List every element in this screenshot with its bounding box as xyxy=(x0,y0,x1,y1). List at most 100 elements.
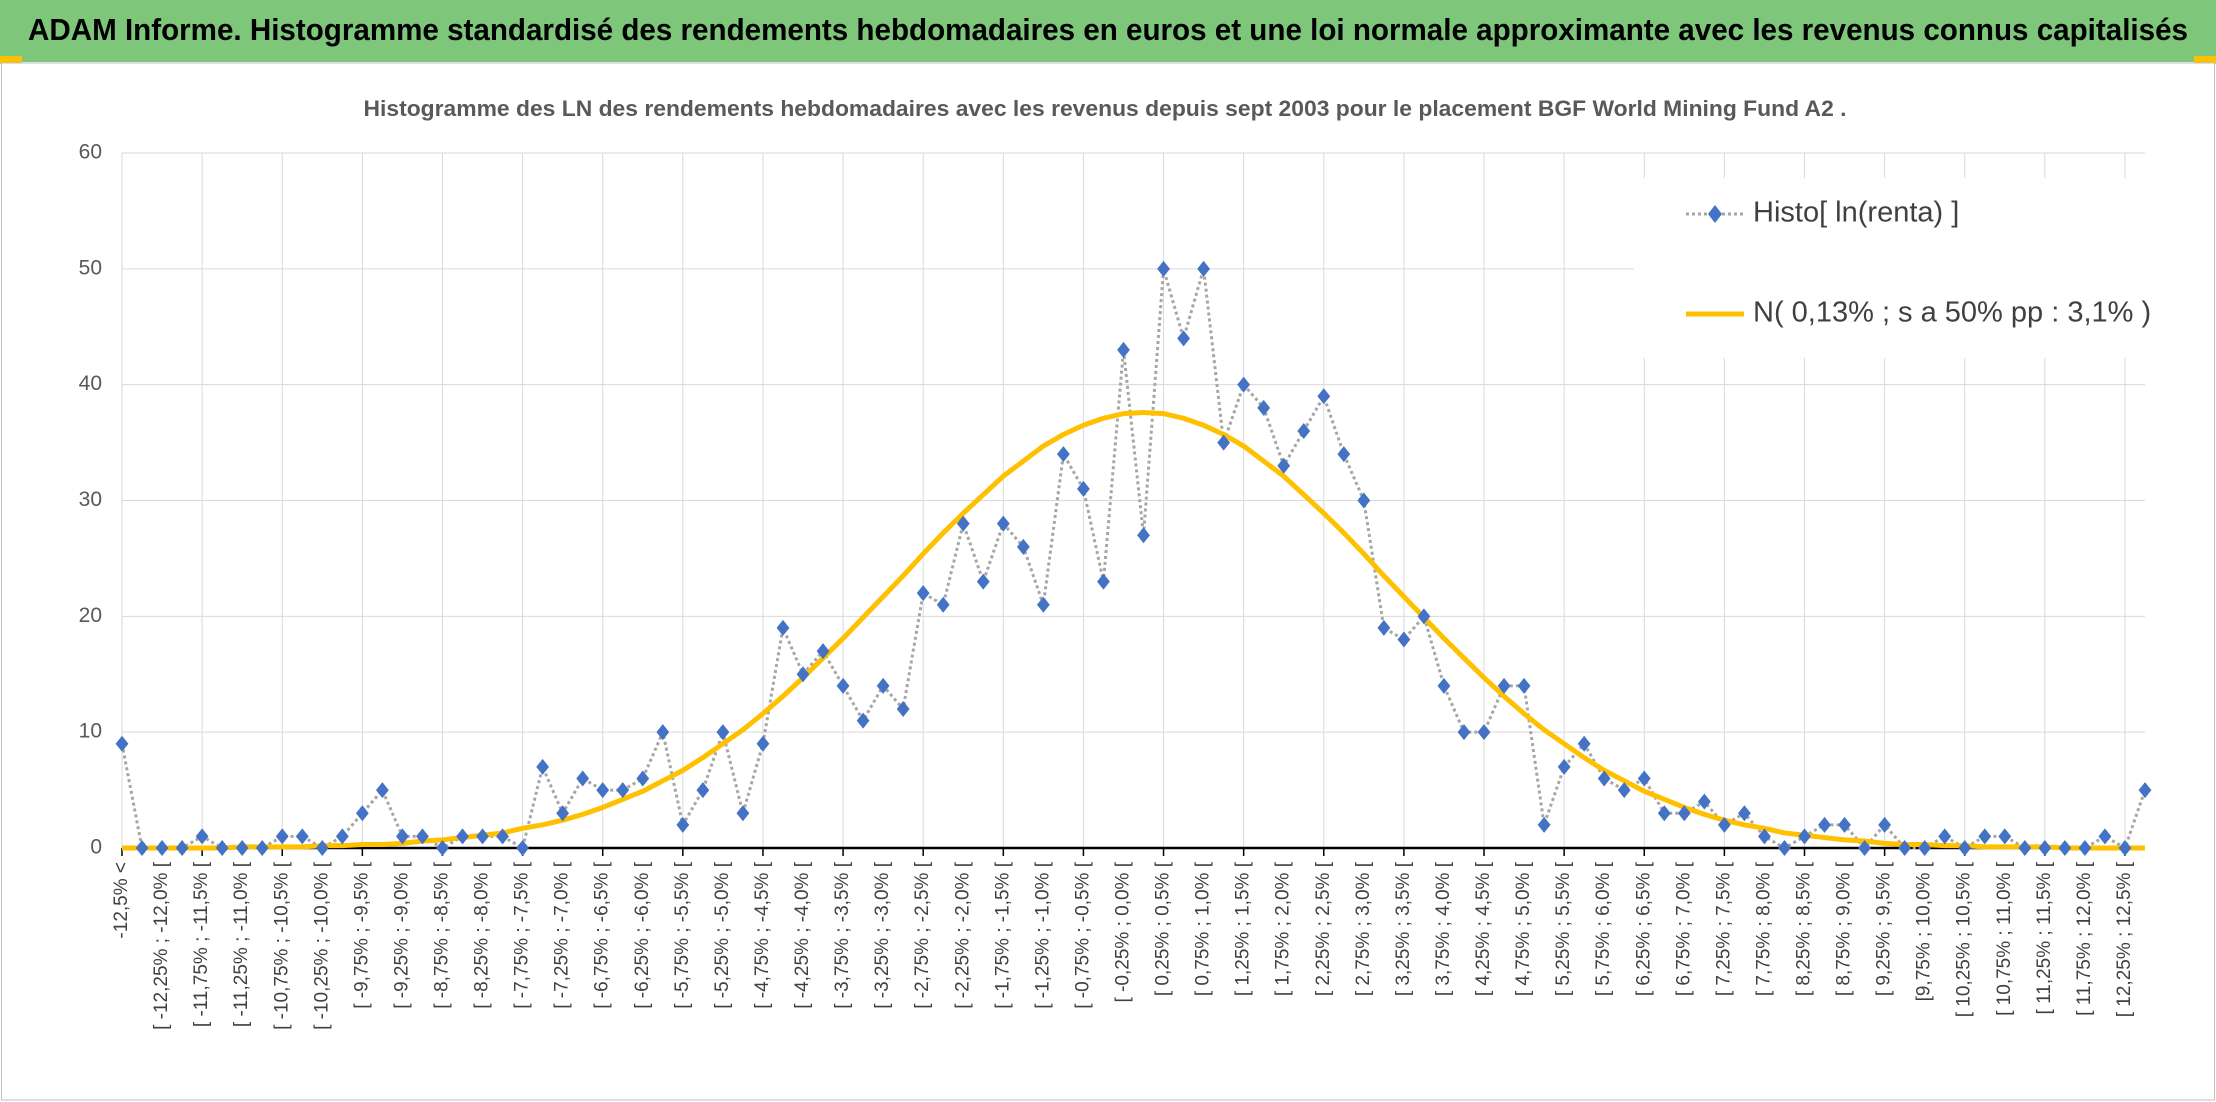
corner xyxy=(0,56,22,64)
x-tick-label: [ -8,75% ; -8,5% [ xyxy=(431,861,452,1009)
data-point xyxy=(1838,816,1851,833)
x-tick-label: [ 6,25% ; 6,5% [ xyxy=(1633,861,1654,996)
data-point xyxy=(1758,828,1771,845)
data-point xyxy=(416,828,429,845)
data-point xyxy=(1978,828,1992,845)
x-tick-label: [ 1,25% ; 1,5% [ xyxy=(1233,861,1254,996)
data-point xyxy=(235,840,249,856)
x-tick-label: [ -11,25% ; -11,0% [ xyxy=(231,861,252,1027)
data-point xyxy=(1818,816,1831,833)
data-point xyxy=(115,735,129,752)
y-tick-label: 30 xyxy=(79,488,102,511)
data-point xyxy=(1998,828,2012,845)
data-point xyxy=(696,782,710,799)
x-tick-label: [ -6,25% ; -6,0% [ xyxy=(632,861,653,1009)
data-point xyxy=(516,840,529,856)
data-point xyxy=(936,596,950,613)
legend-label: N( 0,13% ; s a 50% pp : 3,1% ) xyxy=(1753,297,2151,329)
data-point xyxy=(496,828,509,845)
data-point xyxy=(1738,805,1751,822)
plot xyxy=(115,260,2152,856)
y-tick-label: 50 xyxy=(79,256,102,279)
data-point xyxy=(1457,724,1471,741)
data-point xyxy=(1397,631,1411,648)
data-point xyxy=(2058,840,2072,856)
data-point xyxy=(1197,260,1211,277)
data-point xyxy=(2038,840,2052,856)
data-point xyxy=(1557,758,1571,775)
data-point xyxy=(756,735,770,752)
data-point xyxy=(1918,840,1932,856)
data-point xyxy=(656,724,670,741)
data-point xyxy=(1778,840,1791,856)
data-point xyxy=(1517,677,1531,694)
x-tick-label: -12,5% < xyxy=(111,862,132,939)
data-point xyxy=(1938,828,1952,845)
data-point xyxy=(1137,527,1150,544)
x-tick-label: [ -7,25% ; -7,0% [ xyxy=(552,861,573,1009)
x-tick-label: [ 5,25% ; 5,5% [ xyxy=(1553,861,1574,996)
data-point xyxy=(1717,816,1731,833)
data-point xyxy=(996,515,1010,532)
data-point xyxy=(856,712,870,729)
x-tick-label: [ 5,75% ; 6,0% [ xyxy=(1593,861,1614,996)
x-tick-label: [ -9,25% ; -9,0% [ xyxy=(391,861,412,1009)
data-point xyxy=(1337,446,1351,463)
x-tick-label: [ 3,75% ; 4,0% [ xyxy=(1433,861,1454,996)
y-tick-label: 10 xyxy=(79,720,102,743)
x-tick-label: [ 0,25% ; 0,5% [ xyxy=(1153,861,1174,996)
data-point xyxy=(1277,457,1291,474)
data-point xyxy=(1157,260,1170,277)
data-point xyxy=(576,770,590,787)
data-point xyxy=(976,573,990,590)
data-point xyxy=(796,666,810,683)
x-tick-label: [ -9,75% ; -9,5% [ xyxy=(351,861,372,1009)
data-point xyxy=(1117,341,1130,358)
data-point xyxy=(355,805,369,822)
x-tick-label: [ -3,25% ; -3,0% [ xyxy=(872,861,893,1009)
data-point xyxy=(836,677,850,694)
x-tick-label: [ 9,25% ; 9,5% [ xyxy=(1874,861,1895,996)
data-point xyxy=(1537,816,1551,833)
data-point xyxy=(436,840,449,856)
data-point xyxy=(195,828,209,845)
x-tick-label: [ 11,25% ; 11,5% [ xyxy=(2034,861,2055,1014)
x-tick-label: [ 7,75% ; 8,0% [ xyxy=(1753,861,1774,996)
x-tick-label: [ 3,25% ; 3,5% [ xyxy=(1393,861,1414,996)
corner xyxy=(2194,56,2216,64)
x-tick-label: [ -3,75% ; -3,5% [ xyxy=(832,861,853,1009)
data-point xyxy=(2118,840,2132,856)
data-point xyxy=(1377,619,1391,636)
data-point xyxy=(1257,399,1271,416)
x-tick-label: [ -12,25% ; -12,0% [ xyxy=(151,861,172,1030)
x-tick-label: [ 1,75% ; 2,0% [ xyxy=(1273,861,1294,996)
chart-title: Histogramme des LN des rendements hebdom… xyxy=(364,96,1847,121)
data-point xyxy=(1177,330,1190,347)
data-point xyxy=(1097,573,1110,590)
data-point xyxy=(396,828,409,845)
y-tick-label: 60 xyxy=(79,141,102,164)
data-point xyxy=(876,677,890,694)
x-tick-label: [ 8,25% ; 8,5% [ xyxy=(1794,861,1815,996)
x-tick-label: [ -4,75% ; -4,5% [ xyxy=(752,861,773,1009)
data-point xyxy=(1016,538,1030,555)
x-tick-label: [ -10,75% ; -10,5% [ xyxy=(271,861,292,1030)
x-tick-label: [ -6,75% ; -6,5% [ xyxy=(592,861,613,1009)
data-point xyxy=(1617,782,1631,799)
x-tick-label: [ 10,25% ; 10,5% [ xyxy=(1954,861,1975,1017)
data-point xyxy=(616,782,630,799)
x-tick-label: [ 8,75% ; 9,0% [ xyxy=(1834,861,1855,996)
data-point xyxy=(1217,434,1231,451)
data-point xyxy=(1077,480,1090,497)
data-point xyxy=(1477,724,1491,741)
data-point xyxy=(155,840,169,856)
x-tick-label: [ 2,75% ; 3,0% [ xyxy=(1353,861,1374,996)
grid: 0 10 20 30 40 50 60 -12,5% < [ -12,25% ; -12,0% … xyxy=(79,141,2145,1030)
x-tick-label: [ 0,75% ; 1,0% [ xyxy=(1193,861,1214,996)
x-tick-label: [ -10,25% ; -10,0% [ xyxy=(311,861,332,1030)
data-point xyxy=(636,770,650,787)
data-point xyxy=(916,585,930,602)
data-point xyxy=(215,840,229,856)
x-tick-label: [ -0,25% ; 0,0% [ xyxy=(1113,861,1134,1002)
